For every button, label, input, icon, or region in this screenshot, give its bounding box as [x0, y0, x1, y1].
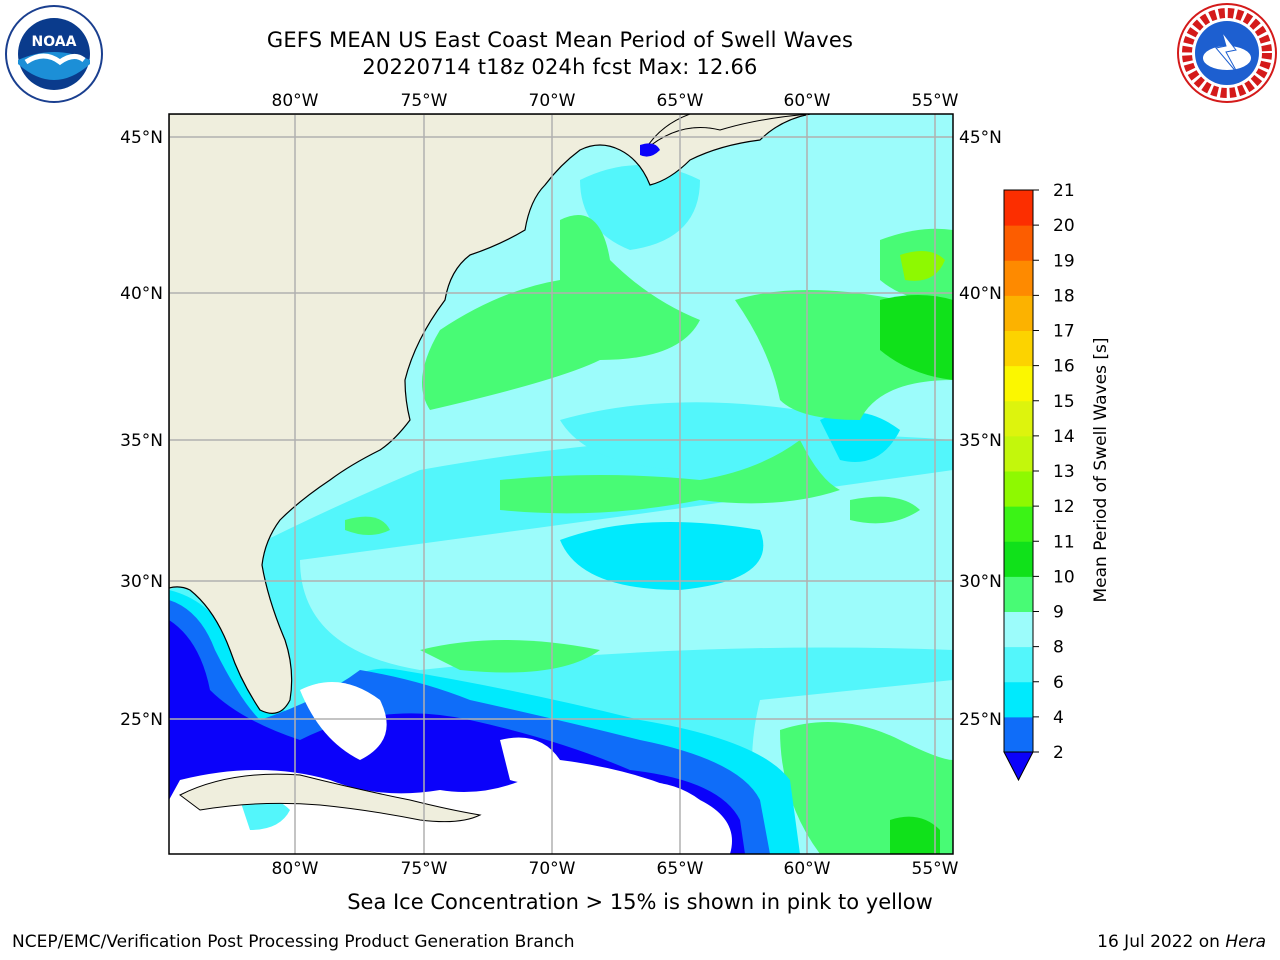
colorbar-tick-label: 13 [1053, 462, 1075, 482]
colorbar-tick-label: 6 [1053, 673, 1064, 693]
colorbar-segment [1004, 295, 1033, 331]
colorbar-segment [1004, 330, 1033, 367]
colorbar-tick-label: 4 [1053, 708, 1064, 728]
svg-text:NOAA: NOAA [32, 34, 77, 50]
footer-machine: Hera [1225, 932, 1266, 952]
colorbar-tick-label: 14 [1053, 427, 1075, 447]
colorbar-under-arrow [1003, 751, 1034, 782]
colorbar-segment [1004, 541, 1033, 577]
colorbar-tick-label: 17 [1053, 322, 1075, 342]
colorbar-segment [1004, 365, 1033, 402]
lon-label-top: 70°W [529, 91, 576, 111]
colorbar-tick-label: 2 [1053, 743, 1064, 763]
colorbar-segment [1004, 646, 1033, 683]
footer-credit: NCEP/EMC/Verification Post Processing Pr… [12, 932, 575, 952]
colorbar-segment [1004, 576, 1033, 612]
lat-label-left: 40°N [120, 284, 163, 304]
colorbar-segment [1004, 716, 1033, 753]
lat-label-right: 30°N [959, 572, 1002, 592]
sea-ice-note: Sea Ice Concentration > 15% is shown in … [347, 890, 933, 914]
land-cuba [179, 773, 482, 823]
lon-label-bottom: 75°W [401, 859, 448, 879]
colorbar: 2 4 6 8 9 10 11 12 13 14 15 16 17 18 19 20 21 [1003, 181, 1075, 782]
colorbar-tick-label: 10 [1053, 567, 1075, 587]
lat-label-left: 25°N [120, 710, 163, 730]
colorbar-segment [1004, 190, 1033, 226]
colorbar-tick-label: 8 [1053, 638, 1064, 658]
colorbar-segment [1004, 681, 1033, 718]
colorbar-tick-label: 15 [1053, 392, 1075, 412]
lat-label-right: 35°N [959, 431, 1002, 451]
colorbar-segment [1004, 611, 1033, 648]
colorbar-tick-label: 19 [1053, 251, 1075, 271]
colorbar-segment [1004, 471, 1033, 507]
lon-label-bottom: 70°W [529, 859, 576, 879]
lat-label-left: 35°N [120, 431, 163, 451]
lon-label-top: 65°W [657, 91, 704, 111]
lat-label-right: 40°N [959, 284, 1002, 304]
lon-label-bottom: 65°W [657, 859, 704, 879]
footer-date-text: 16 Jul 2022 on [1097, 932, 1226, 952]
lon-label-bottom: 60°W [784, 859, 831, 879]
land-us-east-coast [169, 114, 811, 714]
colorbar-tick-label: 18 [1053, 286, 1075, 306]
lon-label-bottom: 80°W [272, 859, 319, 879]
colorbar-segment [1004, 506, 1033, 542]
lon-label-top: 80°W [272, 91, 319, 111]
lat-label-left: 30°N [120, 572, 163, 592]
national-weather-service-logo-icon [1177, 3, 1277, 103]
lon-label-bottom: 55°W [912, 859, 959, 879]
colorbar-tick-label: 11 [1053, 532, 1075, 552]
map-title: GEFS MEAN US East Coast Mean Period of S… [266, 28, 854, 52]
colorbar-segment [1004, 435, 1033, 472]
lon-label-top: 75°W [401, 91, 448, 111]
colorbar-label: Mean Period of Swell Waves [s] [1091, 338, 1111, 603]
lat-label-right: 25°N [959, 710, 1002, 730]
colorbar-tick-label: 9 [1053, 603, 1064, 623]
graticule [169, 114, 953, 854]
lat-label-left: 45°N [120, 128, 163, 148]
lon-label-top: 60°W [784, 91, 831, 111]
lon-label-top: 55°W [912, 91, 959, 111]
footer-date: 16 Jul 2022 on Hera [1097, 932, 1266, 952]
colorbar-tick-label: 21 [1053, 181, 1075, 201]
colorbar-tick-label: 12 [1053, 497, 1075, 517]
noaa-logo-icon: NOAA [5, 5, 103, 103]
forecast-subtitle: 20220714 t18z 024h fcst Max: 12.66 [362, 55, 758, 79]
colorbar-segment [1004, 400, 1033, 437]
colorbar-segment [1004, 260, 1033, 296]
colorbar-tick-label: 16 [1053, 357, 1075, 377]
colorbar-segment [1004, 225, 1033, 261]
map-frame [168, 113, 954, 855]
lat-label-right: 45°N [959, 128, 1002, 148]
colorbar-tick-label: 20 [1053, 216, 1075, 236]
swell-period-contours [169, 114, 953, 854]
